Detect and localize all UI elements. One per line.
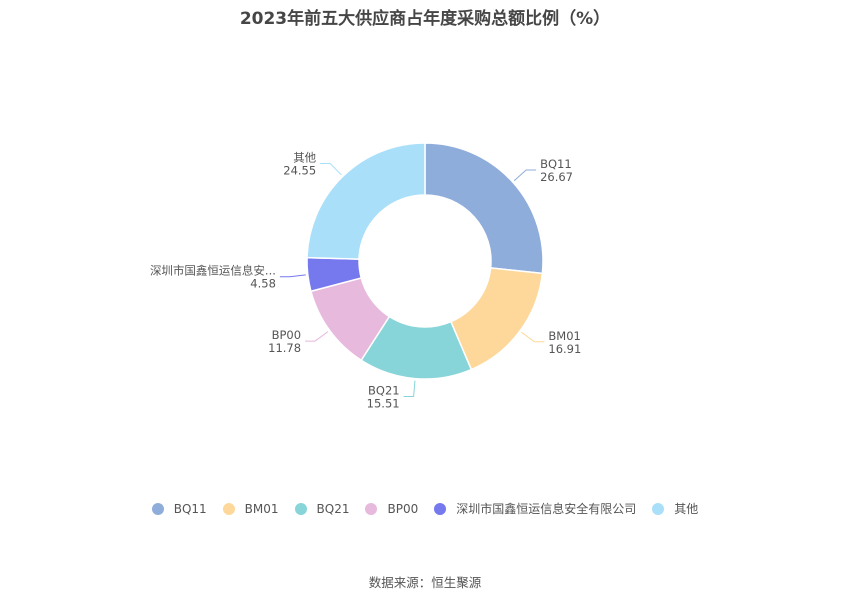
- legend-swatch: [294, 502, 307, 515]
- legend-item[interactable]: BP00: [365, 502, 418, 516]
- chart-title: 2023年前五大供应商占年度采购总额比例（%）: [239, 9, 611, 29]
- legend-item[interactable]: BQ11: [151, 501, 207, 516]
- leader-line-BQ21: [403, 380, 416, 398]
- slice-value-label: 11.78: [268, 341, 301, 355]
- legend-label: BQ21: [316, 501, 350, 516]
- leader-line-深圳市国鑫恒运信息安全有限公司: [279, 274, 306, 278]
- legend-swatch: [434, 502, 447, 515]
- legend-label: BQ11: [173, 501, 207, 516]
- legend-label: 深圳市国鑫恒运信息安全有限公司: [456, 502, 637, 516]
- legend-item[interactable]: BQ21: [294, 501, 350, 516]
- slice-value-label: 15.51: [367, 397, 400, 411]
- slice-name-label: 深圳市国鑫恒运信息安...: [150, 264, 276, 278]
- leader-line-其他: [320, 162, 342, 176]
- slice-其他[interactable]: [306, 142, 426, 260]
- legend-label: BP00: [387, 501, 419, 516]
- slice-name-label: BP00: [272, 328, 301, 342]
- legend-item[interactable]: 其他: [652, 500, 698, 517]
- slice-BQ11[interactable]: [424, 142, 544, 275]
- slice-value-label: 16.91: [548, 342, 581, 356]
- legend-swatch: [652, 502, 665, 515]
- legend-swatch: [151, 502, 164, 515]
- leader-line-BP00: [305, 331, 329, 342]
- slice-name-label: BM01: [548, 329, 580, 343]
- legend-item[interactable]: 深圳市国鑫恒运信息安全有限公司: [434, 500, 636, 517]
- legend-swatch: [222, 502, 235, 515]
- legend-label: BM01: [244, 501, 279, 516]
- legend: BQ11 BM01 BQ21 BP00 深圳市国鑫恒运信息安全有限公司 其他: [0, 500, 850, 517]
- legend-swatch: [365, 502, 378, 515]
- slice-value-label: 24.55: [283, 163, 316, 177]
- legend-label: 其他: [674, 502, 699, 516]
- legend-item[interactable]: BM01: [222, 501, 279, 516]
- slice-name-label: BQ11: [540, 157, 572, 171]
- leader-line-BM01: [521, 331, 545, 343]
- slice-value-label: 26.67: [540, 170, 573, 184]
- data-source: 数据来源：恒生聚源: [368, 575, 482, 590]
- slice-name-label: 其他: [293, 150, 316, 164]
- leader-line-BQ11: [513, 169, 537, 182]
- slice-value-label: 4.58: [250, 277, 276, 291]
- slice-name-label: BQ21: [368, 384, 400, 398]
